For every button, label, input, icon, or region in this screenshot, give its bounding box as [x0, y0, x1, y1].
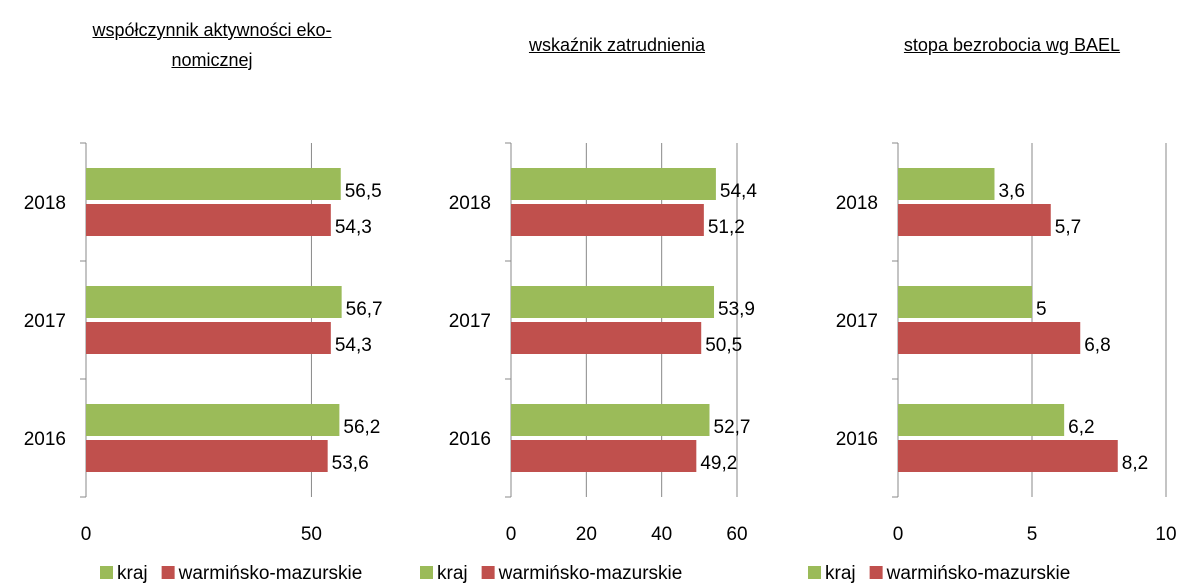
bar — [86, 322, 331, 354]
bar — [86, 168, 341, 200]
x-tick-label: 5 — [1027, 524, 1038, 545]
x-tick-label: 40 — [651, 524, 672, 545]
y-tick-label: 2017 — [836, 311, 878, 332]
bar — [511, 440, 697, 472]
y-tick-label: 2017 — [24, 311, 66, 332]
value-label: 54,3 — [335, 217, 372, 238]
y-tick-label: 2018 — [449, 193, 491, 214]
value-label: 5,7 — [1055, 217, 1081, 238]
value-label: 52,7 — [714, 417, 751, 438]
legend-swatch — [481, 566, 495, 579]
value-label: 5 — [1036, 299, 1047, 320]
legend-label: kraj — [117, 563, 148, 584]
x-tick-label: 20 — [576, 524, 597, 545]
bar — [898, 204, 1051, 236]
x-tick-label: 10 — [1155, 524, 1176, 545]
bar — [511, 204, 704, 236]
bar — [898, 168, 995, 200]
bar — [898, 404, 1065, 436]
chart-title: wskaźnik zatrudnienia — [528, 35, 706, 55]
chart-title: stopa bezrobocia wg BAEL — [903, 35, 1121, 55]
bar — [511, 404, 710, 436]
x-tick-label: 60 — [726, 524, 747, 545]
value-label: 53,9 — [718, 299, 755, 320]
bar — [898, 286, 1032, 318]
bar — [86, 404, 340, 436]
x-tick-label: 50 — [301, 524, 322, 545]
x-tick-label: 0 — [81, 524, 92, 545]
legend-label: warmińsko-mazurskie — [178, 563, 363, 584]
value-label: 50,5 — [705, 335, 742, 356]
bar — [86, 286, 342, 318]
x-tick-label: 0 — [506, 524, 517, 545]
chart-title: współczynnik aktywności eko- nomicznej — [92, 20, 332, 70]
value-label: 6,8 — [1084, 335, 1110, 356]
x-tick-label: 0 — [893, 524, 904, 545]
y-tick-label: 2018 — [836, 193, 878, 214]
bar — [511, 322, 702, 354]
value-label: 56,2 — [343, 417, 380, 438]
value-label: 51,2 — [708, 217, 745, 238]
value-label: 6,2 — [1068, 417, 1094, 438]
legend-label: warmińsko-mazurskie — [498, 563, 683, 584]
bar — [898, 440, 1118, 472]
bar — [86, 440, 328, 472]
legend-swatch — [161, 566, 175, 579]
legend-swatch — [420, 566, 433, 579]
bar — [511, 168, 716, 200]
value-label: 49,2 — [700, 453, 737, 474]
value-label: 56,7 — [346, 299, 383, 320]
value-label: 8,2 — [1122, 453, 1148, 474]
legend-label: kraj — [825, 563, 856, 584]
bar — [511, 286, 715, 318]
value-label: 53,6 — [332, 453, 369, 474]
legend-label: warmińsko-mazurskie — [886, 563, 1071, 584]
y-tick-label: 2018 — [24, 193, 66, 214]
value-label: 54,4 — [720, 181, 757, 202]
value-label: 3,6 — [998, 181, 1024, 202]
value-label: 54,3 — [335, 335, 372, 356]
y-tick-label: 2016 — [24, 429, 66, 450]
y-tick-label: 2017 — [449, 311, 491, 332]
y-tick-label: 2016 — [836, 429, 878, 450]
y-tick-label: 2016 — [449, 429, 491, 450]
bar — [86, 204, 331, 236]
value-label: 56,5 — [345, 181, 382, 202]
legend-swatch — [869, 566, 883, 579]
bar — [898, 322, 1081, 354]
legend-swatch — [100, 566, 113, 579]
legend-swatch — [808, 566, 821, 579]
legend-label: kraj — [437, 563, 468, 584]
